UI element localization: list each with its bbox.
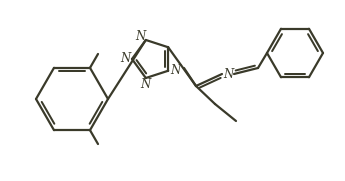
Text: N: N [223,68,233,81]
Text: N: N [170,64,180,77]
Text: N: N [141,77,151,90]
Text: N: N [120,52,130,66]
Text: N: N [136,30,146,43]
